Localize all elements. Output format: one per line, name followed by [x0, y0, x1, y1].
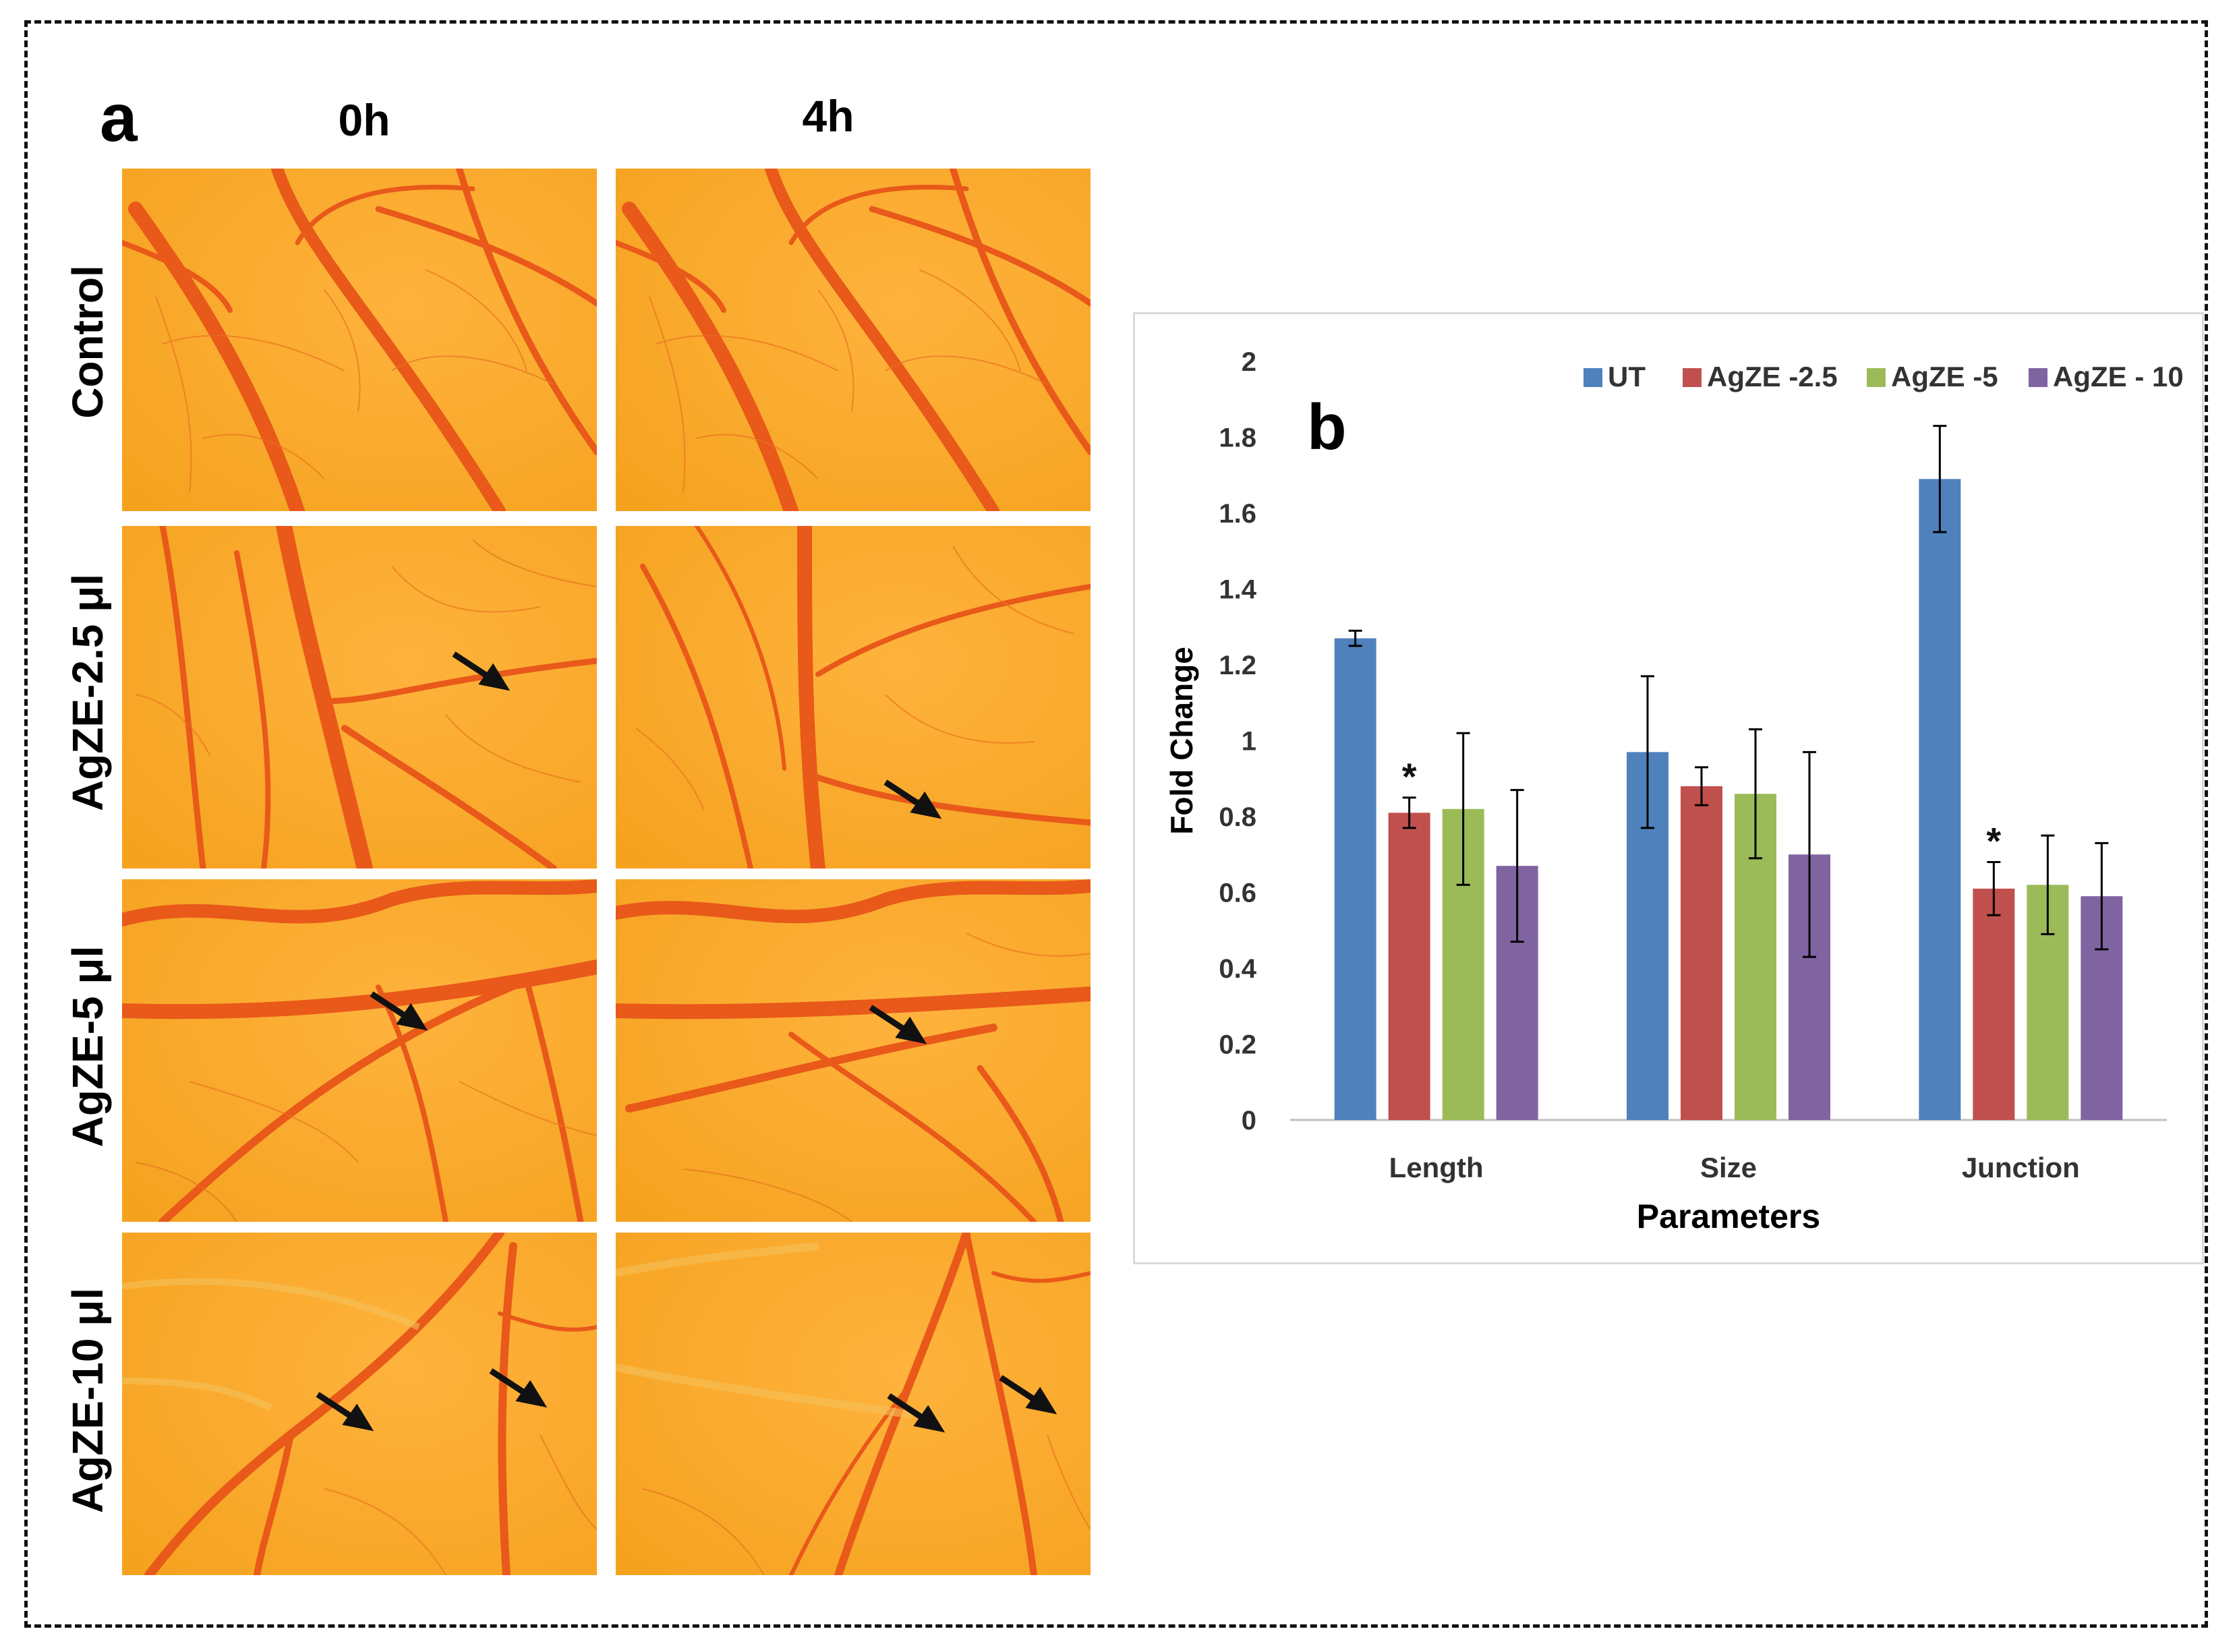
bar-chart: 0 0.2 0.4 0.6 0.8 1 1.2 1.4 1.6 1.8 2 Length Size Jun… [1164, 347, 2184, 1235]
bar [1919, 479, 1961, 1120]
micrograph-agze-2-5-4h [616, 526, 1091, 868]
row-label-control: Control [63, 265, 112, 419]
legend-label: AgZE -5 [1891, 361, 1998, 392]
column-header-0h: 0h [338, 95, 390, 145]
legend-swatch [1584, 368, 1602, 387]
column-header-4h: 4h [802, 91, 854, 141]
y-tick-label: 1 [1242, 727, 1256, 757]
bar [1334, 638, 1376, 1120]
legend-swatch [2029, 368, 2047, 387]
legend-label: AgZE - 10 [2053, 361, 2184, 392]
y-tick-label: 0.4 [1219, 954, 1256, 984]
micrograph-control-0h [122, 169, 597, 511]
y-tick-label: 1.6 [1219, 499, 1256, 529]
figure-frame [24, 20, 2208, 1628]
x-tick-label: Length [1389, 1152, 1484, 1183]
x-axis-title: Parameters [1637, 1198, 1820, 1235]
row-label-agze-10: AgZE-10 μl [63, 1287, 112, 1514]
significance-marker: * [1986, 820, 2001, 862]
chart-panel: 0 0.2 0.4 0.6 0.8 1 1.2 1.4 1.6 1.8 2 Length Size Jun… [1133, 312, 2204, 1264]
panel-a-label: a [100, 80, 138, 156]
micrograph-agze-2-5-0h [122, 526, 597, 868]
row-label-agze-2-5: AgZE-2.5 μl [63, 573, 112, 812]
micrograph-agze-10-0h [122, 1233, 597, 1575]
legend-label: AgZE -2.5 [1707, 361, 1838, 392]
y-axis-title: Fold Change [1164, 647, 1199, 835]
row-label-agze-5: AgZE-5 μl [63, 945, 112, 1148]
x-tick-label: Junction [1962, 1152, 2080, 1183]
micrograph-agze-5-4h [616, 879, 1091, 1222]
bar [1681, 786, 1722, 1120]
bar [1973, 888, 2015, 1120]
micrograph-agze-10-4h [616, 1233, 1091, 1575]
y-tick-label: 1.4 [1219, 575, 1256, 605]
legend-swatch [1683, 368, 1702, 387]
micrograph-agze-5-0h [122, 879, 597, 1222]
y-tick-label: 1.8 [1219, 423, 1256, 453]
panel-b-label: b [1307, 391, 1347, 463]
y-tick-label: 0.6 [1219, 879, 1256, 908]
bar [1388, 813, 1430, 1120]
y-tick-label: 0 [1242, 1106, 1256, 1135]
legend-swatch [1867, 368, 1886, 387]
significance-marker: * [1402, 755, 1417, 798]
y-tick-label: 2 [1242, 347, 1256, 377]
micrograph-control-4h [616, 169, 1091, 511]
y-tick-label: 0.2 [1219, 1030, 1256, 1060]
y-tick-label: 0.8 [1219, 802, 1256, 832]
legend-label: UT [1608, 361, 1646, 392]
y-tick-label: 1.2 [1219, 651, 1256, 680]
x-tick-label: Size [1700, 1152, 1757, 1183]
